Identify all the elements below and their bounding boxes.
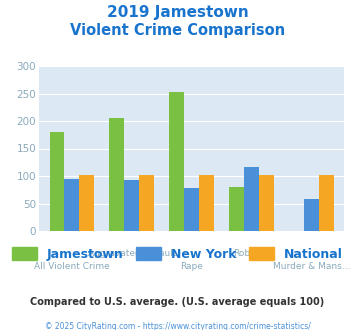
Bar <box>199 175 214 231</box>
Bar <box>319 175 334 231</box>
Bar <box>109 118 124 231</box>
Text: Rape: Rape <box>180 262 203 271</box>
Text: Compared to U.S. average. (U.S. average equals 100): Compared to U.S. average. (U.S. average … <box>31 297 324 307</box>
Text: All Violent Crime: All Violent Crime <box>34 262 110 271</box>
Bar <box>244 167 259 231</box>
Bar <box>304 199 319 231</box>
Bar <box>259 175 274 231</box>
Bar <box>65 179 80 231</box>
Bar <box>229 187 244 231</box>
Legend: Jamestown, New York, National: Jamestown, New York, National <box>7 242 348 266</box>
Text: © 2025 CityRating.com - https://www.cityrating.com/crime-statistics/: © 2025 CityRating.com - https://www.city… <box>45 322 310 330</box>
Text: Robbery: Robbery <box>233 249 271 258</box>
Text: 2019 Jamestown: 2019 Jamestown <box>106 5 248 20</box>
Bar <box>139 175 154 231</box>
Text: Murder & Mans...: Murder & Mans... <box>273 262 350 271</box>
Bar <box>124 180 139 231</box>
Bar <box>80 175 94 231</box>
Text: Aggravated Assault: Aggravated Assault <box>88 249 176 258</box>
Text: Violent Crime Comparison: Violent Crime Comparison <box>70 23 285 38</box>
Bar <box>169 92 184 231</box>
Bar <box>184 187 199 231</box>
Bar <box>50 132 65 231</box>
